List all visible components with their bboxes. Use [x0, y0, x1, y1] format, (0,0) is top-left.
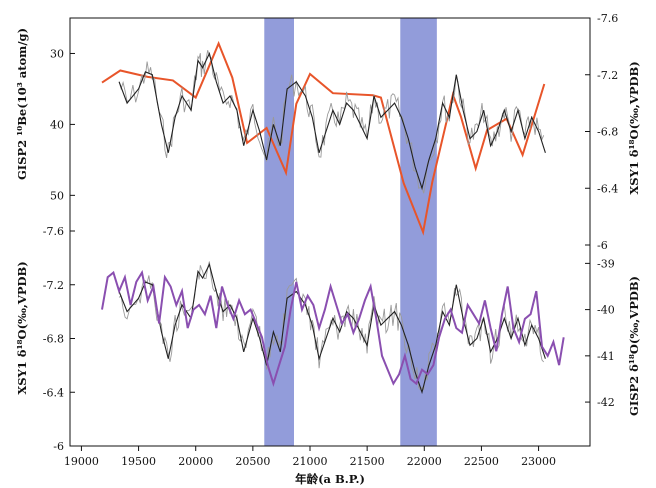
left-tick-label: -7.2 — [43, 279, 64, 292]
series-line-0-0 — [101, 40, 546, 236]
series-line-1-1 — [101, 269, 565, 387]
left-tick-label: 40 — [50, 118, 64, 131]
left-tick-label: -6.8 — [43, 333, 64, 346]
highlight-band-1 — [264, 18, 294, 446]
series-group — [101, 40, 565, 395]
upper-left-axis-label: GISP2 ¹⁰Be(10³ atom/g) — [15, 28, 29, 180]
right-tick-label: -7.6 — [597, 12, 618, 25]
highlight-band-2 — [400, 18, 437, 446]
x-tick-label: 20000 — [178, 455, 213, 468]
left-tick-label: 50 — [50, 189, 64, 202]
x-tick-label: 19000 — [64, 455, 99, 468]
x-tick-label: 20500 — [235, 455, 270, 468]
right-tick-label: -7.2 — [597, 69, 618, 82]
left-tick-label: 30 — [50, 47, 64, 60]
x-tick-label: 21000 — [293, 455, 328, 468]
lower-right-axis-label: GISP2 δ¹⁸O(‰,VPDB) — [627, 276, 641, 416]
raw-line-1-0 — [118, 261, 545, 391]
x-axis-label: 年龄(a B.P.) — [295, 472, 365, 486]
highlight-bands — [264, 18, 437, 446]
left-tick-label: -6 — [53, 440, 64, 453]
lower-left-axis-label: XSY1 δ¹⁸O(‰,VPDB) — [15, 261, 29, 394]
right-tick-label: -41 — [597, 350, 615, 363]
right-tick-label: -6.8 — [597, 126, 618, 139]
x-tick-label: 22500 — [464, 455, 499, 468]
left-tick-label: -6.4 — [43, 386, 64, 399]
x-tick-label: 19500 — [121, 455, 156, 468]
x-tick-label: 23000 — [521, 455, 556, 468]
x-tick-label: 22000 — [407, 455, 442, 468]
axis-ticks: 30 40 50 -7.6 -7.2 -6.8 -6.4 -6 -7.6 -7.2 -6.8 -6.4… — [43, 12, 618, 468]
x-tick-label: 21500 — [350, 455, 385, 468]
upper-right-axis-label: XSY1 δ¹⁸O(‰,VPDB) — [627, 61, 641, 194]
right-tick-label: -39 — [597, 257, 615, 270]
plot-frame — [69, 17, 591, 447]
right-tick-label: -6.4 — [597, 182, 618, 195]
series-line-0-1 — [118, 51, 546, 191]
right-tick-label: -40 — [597, 304, 615, 317]
right-tick-label: -6 — [597, 239, 608, 252]
series-line-1-0 — [118, 263, 546, 395]
left-tick-label: -7.6 — [43, 225, 64, 238]
right-tick-label: -42 — [597, 396, 615, 409]
